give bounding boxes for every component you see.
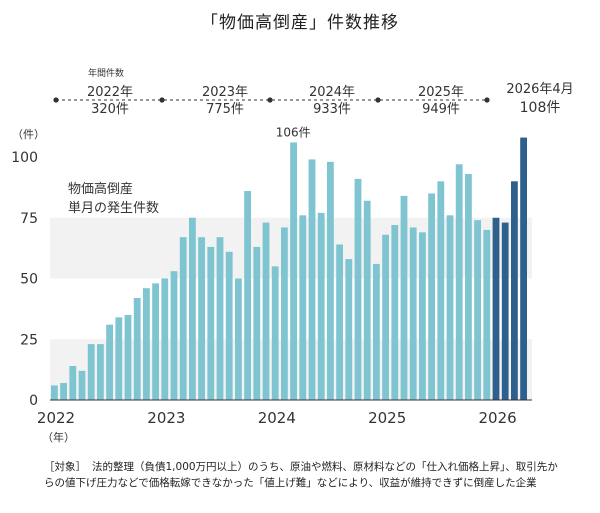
bar <box>87 344 95 400</box>
bar <box>419 232 426 400</box>
chart-title: 「物価高倒産」件数推移 <box>201 13 399 33</box>
bar <box>428 193 435 400</box>
bar <box>271 266 279 400</box>
bar <box>69 365 77 400</box>
bar <box>216 237 224 400</box>
y-tick-label: 75 <box>20 211 38 227</box>
bar <box>225 251 233 400</box>
annual-year: 2026年4月 <box>506 82 573 97</box>
bar <box>262 222 270 400</box>
x-tick-label: 2022 <box>37 409 75 427</box>
bar <box>51 385 58 400</box>
x-tick-label: 2024 <box>258 409 296 427</box>
bar <box>492 217 500 400</box>
bar <box>437 181 445 400</box>
bar <box>152 283 159 400</box>
bar <box>520 137 527 400</box>
y-axis-unit: （件） <box>12 128 45 141</box>
x-tick-label: 2025 <box>368 409 406 427</box>
bar <box>179 237 187 400</box>
chart-inset-label: 物価高倒産 <box>68 181 133 197</box>
y-tick-label: 0 <box>29 393 38 409</box>
annual-count: 933件 <box>313 102 351 117</box>
x-tick-label: 2023 <box>147 409 185 427</box>
x-axis-unit: （年） <box>42 430 75 444</box>
bar <box>198 237 205 400</box>
bar <box>317 212 325 400</box>
bar <box>60 382 67 400</box>
bar <box>345 259 353 400</box>
bar <box>455 164 463 400</box>
bar <box>465 174 472 400</box>
annual-year: 2025年 <box>418 85 464 100</box>
y-tick-label: 50 <box>20 272 38 288</box>
bar <box>207 246 215 400</box>
annual-year: 2024年 <box>309 85 355 100</box>
bar <box>391 225 399 400</box>
bar <box>106 324 113 400</box>
bar <box>382 234 389 400</box>
annual-year: 2022年 <box>87 85 133 100</box>
bar <box>115 317 123 400</box>
bar <box>97 344 104 400</box>
timeline-dot <box>53 97 59 103</box>
y-tick-label: 25 <box>20 332 38 348</box>
timeline-dot <box>267 97 273 103</box>
x-tick-label: 2026 <box>479 409 517 427</box>
bar <box>124 314 132 400</box>
bar <box>161 278 169 400</box>
bar <box>373 263 380 400</box>
bar <box>170 271 178 400</box>
bar <box>290 142 297 401</box>
bar <box>511 181 518 400</box>
annual-count: 320件 <box>91 102 129 117</box>
y-tick-label: 100 <box>11 150 38 166</box>
bar <box>327 161 334 400</box>
bar <box>400 195 408 400</box>
bar <box>483 229 491 400</box>
timeline-dot <box>375 97 381 103</box>
annual-caption: 年間件数 <box>88 67 124 79</box>
footnote-tag: ［対象］ <box>44 461 86 473</box>
bar <box>336 244 343 400</box>
bar <box>244 191 251 400</box>
chart-inset-label: 単月の発生件数 <box>68 200 159 216</box>
bar <box>354 178 362 400</box>
bar <box>78 370 86 400</box>
bar <box>308 159 316 400</box>
bar <box>446 215 454 400</box>
annual-count: 775件 <box>206 102 244 117</box>
bar <box>474 220 481 400</box>
bar <box>281 227 288 400</box>
bar <box>363 200 371 400</box>
annual-count: 949件 <box>422 102 460 117</box>
bar <box>235 278 242 400</box>
bar <box>133 297 141 400</box>
bar <box>299 215 307 400</box>
footnote-text: 法的整理（負債1,000万円以上）のうち、原油や燃料、原材料などの「仕入れ価格上… <box>44 461 558 489</box>
peak-label: 106件 <box>276 125 311 139</box>
timeline-dot <box>484 97 490 103</box>
bar <box>409 227 417 400</box>
bar <box>501 222 509 400</box>
timeline-dot <box>159 97 165 103</box>
annual-year: 2023年 <box>202 85 248 100</box>
bar <box>253 246 261 400</box>
bar <box>189 217 196 400</box>
bar <box>143 288 150 400</box>
annual-count: 108件 <box>520 100 561 116</box>
footnote: ［対象］ 法的整理（負債1,000万円以上）のうち、原油や燃料、原材料などの「仕入… <box>44 459 564 491</box>
